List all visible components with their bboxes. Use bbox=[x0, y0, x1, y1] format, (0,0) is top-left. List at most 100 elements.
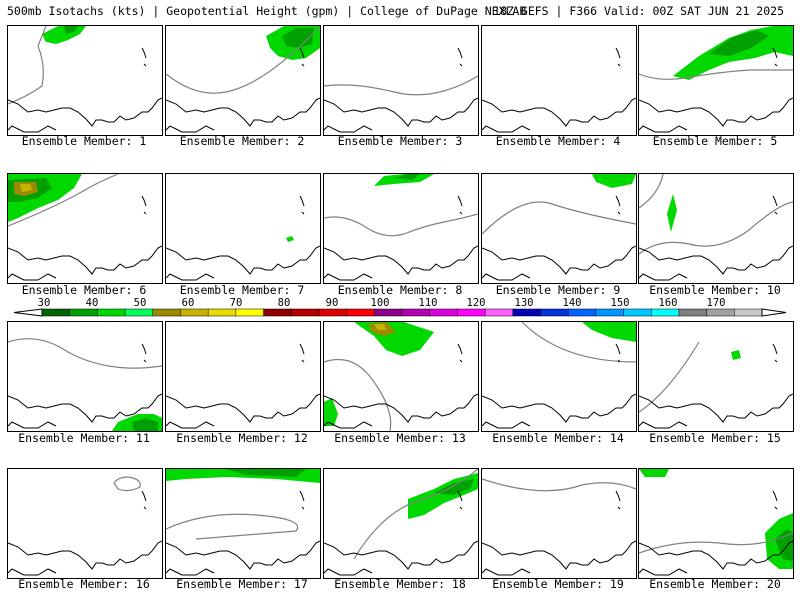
island-outline bbox=[299, 343, 305, 363]
coastline bbox=[166, 97, 320, 127]
colorbar-swatch bbox=[69, 308, 99, 317]
isotach-shading bbox=[20, 184, 32, 192]
colorbar-swatch bbox=[180, 308, 209, 317]
isotach-shading bbox=[731, 350, 741, 360]
ensemble-member-label: Ensemble Member: 12 bbox=[176, 431, 308, 445]
isotach-shading bbox=[324, 398, 338, 426]
isotach-shading bbox=[709, 30, 769, 56]
height-contour bbox=[324, 75, 478, 96]
colorbar-swatch bbox=[97, 308, 126, 317]
map-canvas bbox=[482, 174, 636, 281]
ensemble-map-17 bbox=[165, 468, 321, 579]
isotach-shading bbox=[64, 26, 78, 34]
ensemble-member-label: Ensemble Member: 5 bbox=[652, 134, 778, 148]
map-canvas bbox=[324, 47, 478, 133]
colorbar-tick-label: 160 bbox=[658, 297, 678, 309]
ensemble-member-label: Ensemble Member: 16 bbox=[18, 577, 150, 591]
colorbar-swatch bbox=[346, 308, 376, 317]
island-outline bbox=[457, 343, 463, 363]
ensemble-map-3 bbox=[323, 25, 479, 136]
colorbar-tick-label: 50 bbox=[133, 297, 147, 309]
colorbar-swatch bbox=[207, 308, 237, 317]
ensemble-map-16 bbox=[7, 468, 163, 579]
colorbar-tick-label: 40 bbox=[85, 297, 99, 309]
ensemble-member-label: Ensemble Member: 13 bbox=[334, 431, 466, 445]
height-contour bbox=[324, 213, 478, 237]
colorbar-swatch bbox=[235, 308, 265, 317]
colorbar-swatch bbox=[650, 308, 680, 317]
coastline bbox=[324, 421, 373, 429]
island-outline bbox=[615, 195, 621, 215]
colorbar-swatch bbox=[401, 308, 431, 317]
isotach-shading bbox=[286, 236, 294, 242]
coastline bbox=[8, 540, 162, 570]
map-canvas bbox=[166, 469, 320, 576]
height-contour bbox=[8, 26, 47, 105]
colorbar-swatch bbox=[706, 308, 736, 317]
ensemble-map-5 bbox=[638, 25, 794, 136]
isotach-shading bbox=[132, 418, 158, 431]
ensemble-member-label: Ensemble Member: 1 bbox=[21, 134, 147, 148]
colorbar-swatch bbox=[263, 308, 292, 317]
ensemble-map-18 bbox=[323, 468, 479, 579]
isotach-shading bbox=[775, 529, 793, 561]
isotach-shading bbox=[374, 324, 386, 330]
ensemble-map-14 bbox=[481, 321, 637, 432]
coastline bbox=[166, 540, 320, 570]
coastline bbox=[8, 393, 162, 423]
map-canvas bbox=[324, 322, 478, 431]
ensemble-member-label: Ensemble Member: 7 bbox=[179, 283, 305, 297]
colorbar-swatch bbox=[567, 308, 597, 317]
ensemble-member-label: Ensemble Member: 20 bbox=[649, 577, 781, 591]
coastline bbox=[324, 97, 478, 127]
ensemble-map-20 bbox=[638, 468, 794, 579]
ensemble-member-label: Ensemble Member: 11 bbox=[18, 431, 150, 445]
height-contour bbox=[639, 532, 793, 554]
isotach-shading bbox=[582, 322, 636, 342]
coastline bbox=[482, 393, 636, 423]
coastline bbox=[639, 421, 688, 429]
colorbar-tick-label: 130 bbox=[514, 297, 534, 309]
header-run-info: 18Z GEFS | F366 Valid: 00Z SAT JUN 21 20… bbox=[493, 4, 784, 18]
colorbar-tick-label: 140 bbox=[562, 297, 582, 309]
colorbar-swatch bbox=[318, 308, 348, 317]
height-contour bbox=[324, 358, 392, 431]
map-canvas bbox=[166, 26, 320, 133]
colorbar-swatch bbox=[41, 308, 71, 317]
map-canvas bbox=[639, 341, 793, 429]
ensemble-member-label: Ensemble Member: 4 bbox=[495, 134, 621, 148]
map-canvas bbox=[639, 469, 793, 576]
header-title: 500mb Isotachs (kts) | Geopotential Heig… bbox=[7, 4, 527, 18]
ensemble-member-label: Ensemble Member: 2 bbox=[179, 134, 305, 148]
ensemble-map-7 bbox=[165, 173, 321, 284]
height-contour bbox=[113, 476, 141, 492]
colorbar-swatch bbox=[290, 308, 320, 317]
coastline bbox=[482, 245, 636, 275]
colorbar-tick-label: 100 bbox=[370, 297, 390, 309]
ensemble-map-15 bbox=[638, 321, 794, 432]
isotach-shading bbox=[226, 469, 306, 477]
map-canvas bbox=[482, 47, 636, 133]
colorbar bbox=[13, 308, 787, 317]
colorbar-tick-label: 120 bbox=[466, 297, 486, 309]
height-contour bbox=[8, 338, 162, 369]
colorbar-swatch bbox=[623, 308, 652, 317]
colorbar-swatch bbox=[124, 308, 154, 317]
colorbar-tick-label: 70 bbox=[229, 297, 243, 309]
island-outline bbox=[772, 47, 778, 67]
ensemble-map-13 bbox=[323, 321, 479, 432]
coastline bbox=[482, 540, 636, 570]
island-outline bbox=[457, 47, 463, 67]
colorbar-tick-label: 170 bbox=[706, 297, 726, 309]
ensemble-member-label: Ensemble Member: 14 bbox=[492, 431, 624, 445]
coastline bbox=[639, 273, 688, 281]
coastline bbox=[482, 97, 636, 127]
map-canvas bbox=[8, 26, 162, 133]
island-outline bbox=[772, 343, 778, 363]
height-contour bbox=[482, 478, 636, 492]
coastline bbox=[639, 393, 793, 423]
colorbar-swatch bbox=[512, 308, 542, 317]
coastline bbox=[324, 245, 478, 275]
isotach-shading bbox=[42, 26, 86, 44]
ensemble-member-label: Ensemble Member: 10 bbox=[649, 283, 781, 297]
